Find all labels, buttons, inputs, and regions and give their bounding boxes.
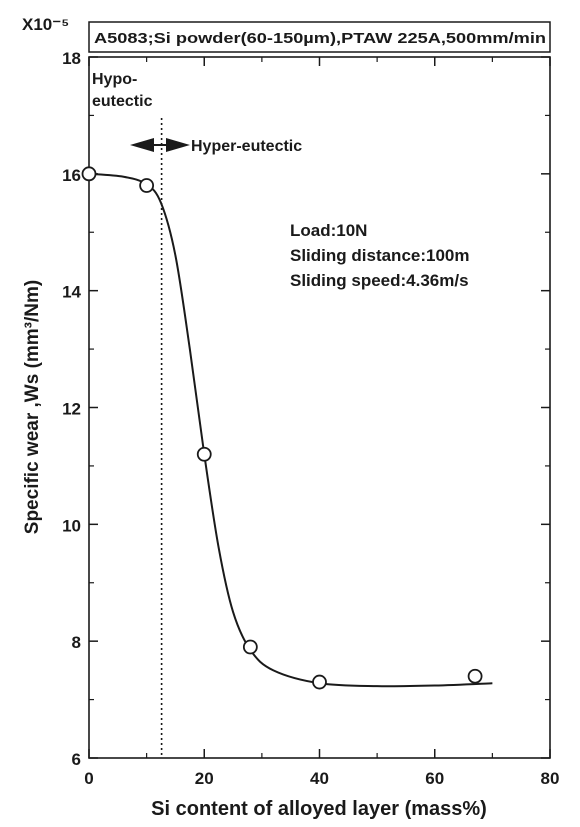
data-point: [312, 674, 327, 690]
y-multiplier: X10⁻⁵: [22, 15, 69, 34]
arrow-left-head: [130, 138, 154, 152]
data-point: [242, 639, 258, 655]
fit-curve: [88, 172, 493, 688]
title-box: [88, 21, 551, 53]
y-tick-labels: 6 8 10 12 14 16 18: [62, 49, 81, 769]
y-axis-label: Specific wear ,Ws (mm³/Nm): [22, 280, 43, 534]
data-points: [81, 166, 483, 690]
hypo-label-line2: eutectic: [92, 93, 153, 110]
y-tick-label: 14: [62, 283, 81, 302]
y-tick-label: 16: [62, 166, 81, 185]
data-point: [196, 446, 212, 462]
arrow-right-head: [166, 138, 190, 152]
x-tick-label: 0: [84, 769, 93, 788]
axis-ticks: [88, 56, 551, 759]
condition-distance: Sliding distance:100m: [290, 246, 470, 265]
eutectic-arrow: [130, 138, 190, 152]
data-point: [467, 668, 483, 684]
hyper-eutectic-label: Hyper-eutectic: [191, 138, 302, 155]
plot-frame: [88, 56, 551, 759]
y-tick-label: 6: [72, 750, 81, 769]
x-tick-label: 20: [195, 769, 214, 788]
condition-load: Load:10N: [290, 221, 367, 240]
x-tick-label: 80: [541, 769, 560, 788]
x-tick-label: 40: [310, 769, 329, 788]
y-tick-label: 12: [62, 400, 81, 419]
y-tick-label: 8: [72, 633, 81, 652]
data-point: [139, 178, 155, 193]
y-tick-label: 18: [62, 49, 81, 68]
x-tick-label: 60: [425, 769, 444, 788]
data-point: [81, 166, 97, 182]
condition-speed: Sliding speed:4.36m/s: [290, 271, 469, 290]
chart-title: A5083;Si powder(60-150µm),PTAW 225A,500m…: [94, 31, 546, 47]
x-tick-labels: 0 20 40 60 80: [84, 769, 559, 788]
y-tick-label: 10: [62, 516, 81, 535]
x-axis-label: Si content of alloyed layer (mass%): [151, 798, 487, 820]
hypo-label-line1: Hypo-: [92, 71, 137, 88]
